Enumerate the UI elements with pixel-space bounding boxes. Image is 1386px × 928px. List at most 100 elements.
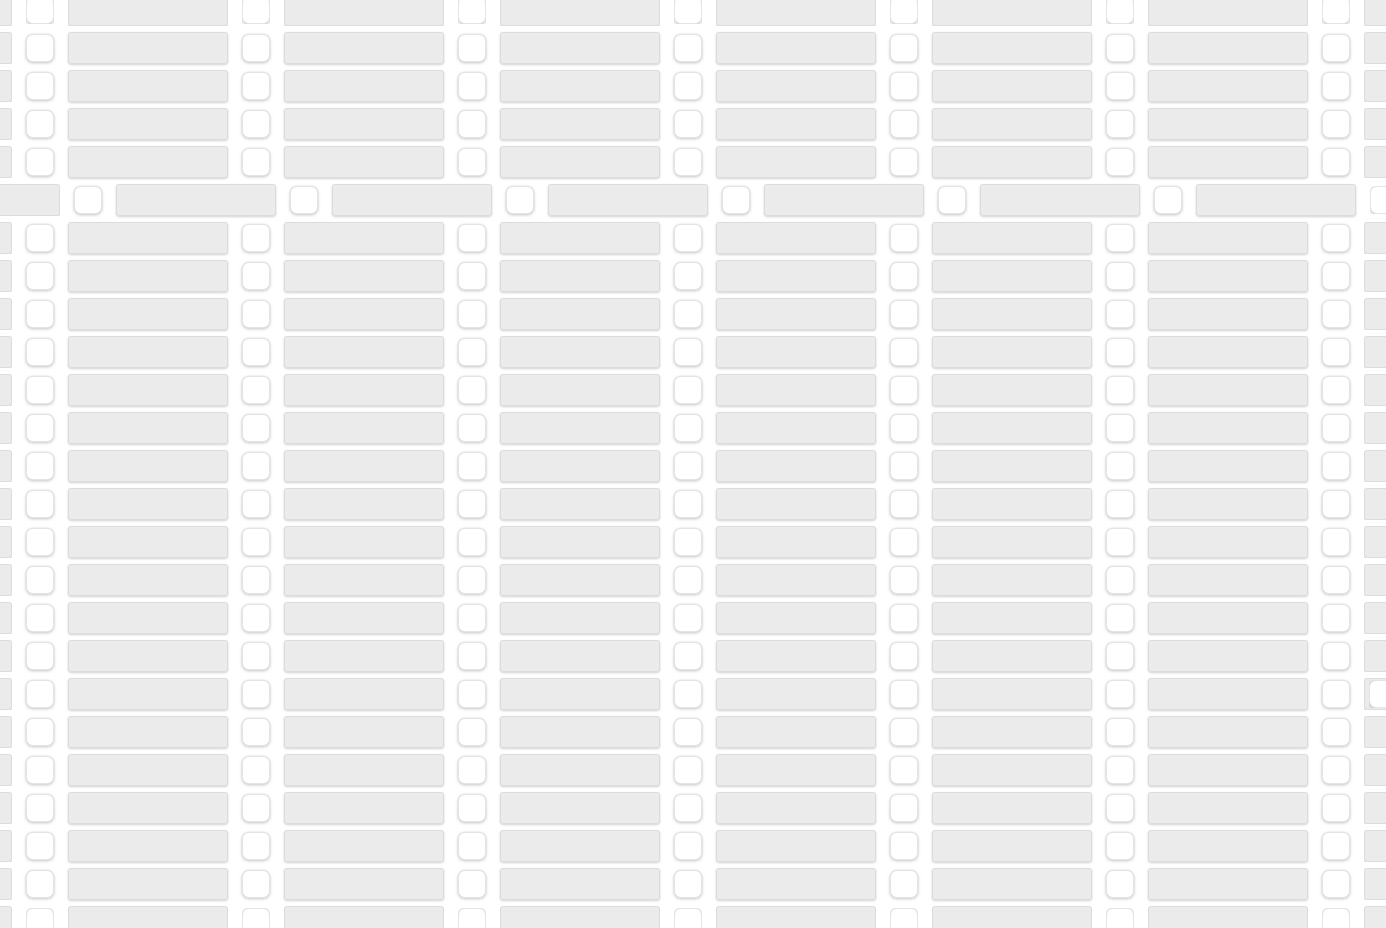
text-field[interactable]: [1148, 488, 1308, 520]
checkbox[interactable]: [74, 186, 102, 214]
text-field[interactable]: [1148, 830, 1308, 862]
text-field[interactable]: [68, 374, 228, 406]
checkbox[interactable]: [890, 34, 918, 62]
text-field[interactable]: [284, 488, 444, 520]
checkbox[interactable]: [890, 528, 918, 556]
text-field[interactable]: [500, 716, 660, 748]
checkbox[interactable]: [458, 908, 486, 928]
text-field[interactable]: [0, 184, 60, 216]
text-field[interactable]: [1364, 374, 1386, 406]
checkbox[interactable]: [1106, 338, 1134, 366]
text-field[interactable]: [0, 602, 12, 634]
text-field[interactable]: [284, 526, 444, 558]
checkbox[interactable]: [242, 756, 270, 784]
checkbox[interactable]: [26, 870, 54, 898]
text-field[interactable]: [0, 374, 12, 406]
text-field[interactable]: [932, 640, 1092, 672]
checkbox[interactable]: [1106, 794, 1134, 822]
text-field[interactable]: [500, 70, 660, 102]
text-field[interactable]: [284, 754, 444, 786]
text-field[interactable]: [284, 640, 444, 672]
text-field[interactable]: [716, 564, 876, 596]
checkbox[interactable]: [242, 0, 270, 24]
text-field[interactable]: [1148, 526, 1308, 558]
text-field[interactable]: [1364, 412, 1386, 444]
text-field[interactable]: [1148, 868, 1308, 900]
checkbox[interactable]: [1106, 566, 1134, 594]
text-field[interactable]: [716, 754, 876, 786]
checkbox[interactable]: [242, 224, 270, 252]
checkbox[interactable]: [242, 566, 270, 594]
checkbox[interactable]: [290, 186, 318, 214]
checkbox[interactable]: [1322, 642, 1350, 670]
checkbox[interactable]: [458, 414, 486, 442]
text-field[interactable]: [0, 412, 12, 444]
text-field[interactable]: [1148, 336, 1308, 368]
checkbox[interactable]: [242, 908, 270, 928]
text-field[interactable]: [68, 906, 228, 928]
checkbox[interactable]: [1322, 908, 1350, 928]
checkbox[interactable]: [890, 604, 918, 632]
text-field[interactable]: [68, 298, 228, 330]
text-field[interactable]: [68, 450, 228, 482]
text-field[interactable]: [716, 602, 876, 634]
checkbox[interactable]: [722, 186, 750, 214]
checkbox[interactable]: [890, 908, 918, 928]
text-field[interactable]: [932, 716, 1092, 748]
text-field[interactable]: [284, 564, 444, 596]
checkbox[interactable]: [26, 414, 54, 442]
checkbox[interactable]: [458, 34, 486, 62]
text-field[interactable]: [932, 868, 1092, 900]
checkbox[interactable]: [26, 34, 54, 62]
checkbox[interactable]: [242, 452, 270, 480]
text-field[interactable]: [1364, 716, 1386, 748]
text-field[interactable]: [1364, 602, 1386, 634]
checkbox[interactable]: [1106, 756, 1134, 784]
text-field[interactable]: [548, 184, 708, 216]
text-field[interactable]: [764, 184, 924, 216]
text-field[interactable]: [716, 412, 876, 444]
text-field[interactable]: [1364, 108, 1386, 140]
text-field[interactable]: [68, 108, 228, 140]
text-field[interactable]: [1364, 488, 1386, 520]
text-field[interactable]: [500, 146, 660, 178]
text-field[interactable]: [1148, 374, 1308, 406]
text-field[interactable]: [932, 336, 1092, 368]
checkbox[interactable]: [242, 72, 270, 100]
checkbox[interactable]: [938, 186, 966, 214]
checkbox[interactable]: [674, 34, 702, 62]
text-field[interactable]: [500, 830, 660, 862]
text-field[interactable]: [0, 830, 12, 862]
checkbox[interactable]: [458, 262, 486, 290]
checkbox[interactable]: [242, 528, 270, 556]
checkbox[interactable]: [26, 490, 54, 518]
checkbox[interactable]: [890, 148, 918, 176]
checkbox[interactable]: [1106, 72, 1134, 100]
text-field[interactable]: [284, 906, 444, 928]
text-field[interactable]: [1148, 260, 1308, 292]
text-field[interactable]: [932, 32, 1092, 64]
text-field[interactable]: [932, 146, 1092, 178]
checkbox[interactable]: [674, 604, 702, 632]
checkbox[interactable]: [890, 110, 918, 138]
text-field[interactable]: [1148, 678, 1308, 710]
text-field[interactable]: [500, 678, 660, 710]
checkbox[interactable]: [1322, 490, 1350, 518]
checkbox[interactable]: [890, 718, 918, 746]
text-field[interactable]: [1364, 70, 1386, 102]
text-field[interactable]: [932, 564, 1092, 596]
checkbox[interactable]: [1106, 490, 1134, 518]
checkbox[interactable]: [890, 794, 918, 822]
checkbox[interactable]: [26, 148, 54, 176]
checkbox[interactable]: [458, 680, 486, 708]
text-field[interactable]: [284, 868, 444, 900]
text-field[interactable]: [1364, 336, 1386, 368]
checkbox[interactable]: [1322, 566, 1350, 594]
text-field[interactable]: [1148, 564, 1308, 596]
text-field[interactable]: [500, 374, 660, 406]
text-field[interactable]: [932, 70, 1092, 102]
text-field[interactable]: [0, 336, 12, 368]
checkbox[interactable]: [242, 718, 270, 746]
text-field[interactable]: [1364, 640, 1386, 672]
text-field[interactable]: [1148, 412, 1308, 444]
